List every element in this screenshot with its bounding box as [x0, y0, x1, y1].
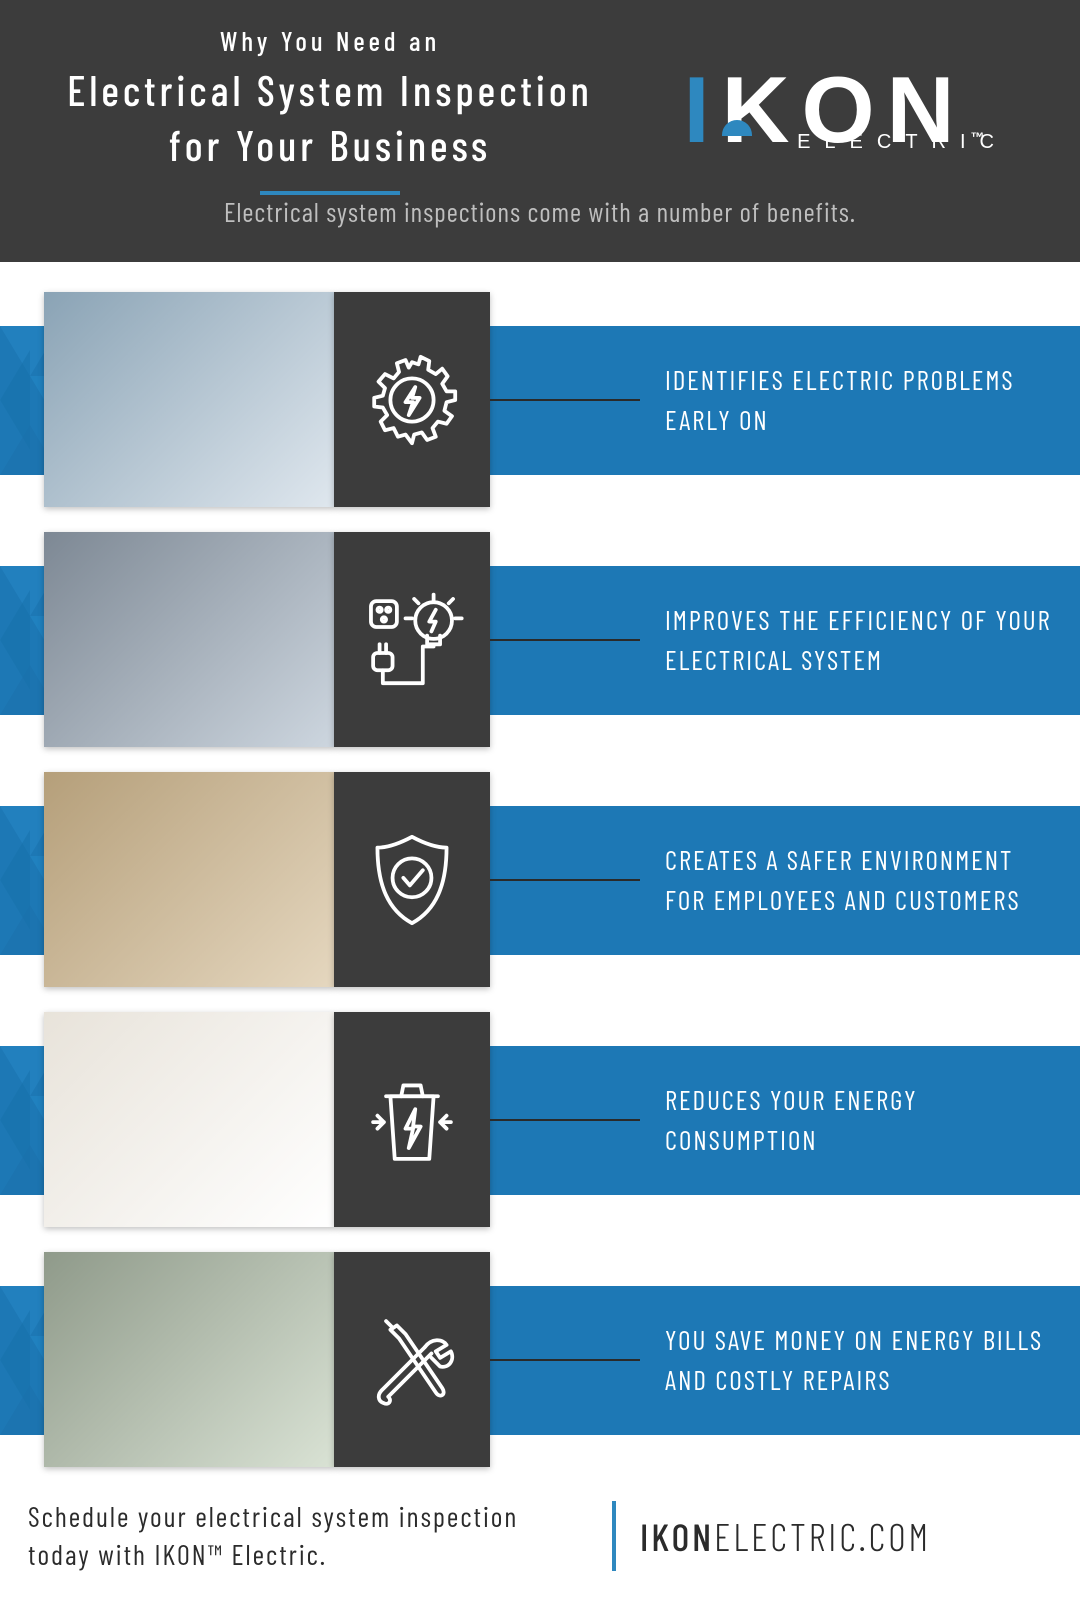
icon-box	[334, 532, 490, 747]
benefit-label: REDUCES YOUR ENERGY CONSUMPTION	[665, 1046, 1055, 1195]
benefit-photo	[44, 292, 334, 507]
footer-divider	[612, 1501, 616, 1571]
benefit-row: IDENTIFIES ELECTRIC PROBLEMS EARLY ON	[0, 292, 1080, 507]
header-top: Why You Need an Electrical System Inspec…	[0, 0, 1080, 200]
connector-line	[490, 1359, 640, 1361]
benefit-text: CREATES A SAFER ENVIRONMENT FOR EMPLOYEE…	[665, 841, 1055, 919]
title-small: Why You Need an	[40, 25, 620, 57]
trash-bolt-icon	[358, 1066, 466, 1174]
benefit-row: YOU SAVE MONEY ON ENERGY BILLS AND COSTL…	[0, 1252, 1080, 1467]
plug-bulb-icon	[358, 586, 466, 694]
benefit-label: CREATES A SAFER ENVIRONMENT FOR EMPLOYEE…	[665, 806, 1055, 955]
benefit-photo	[44, 532, 334, 747]
icon-box	[334, 772, 490, 987]
benefit-photo	[44, 1012, 334, 1227]
benefit-row: CREATES A SAFER ENVIRONMENT FOR EMPLOYEE…	[0, 772, 1080, 987]
tools-icon	[358, 1306, 466, 1414]
subtitle: Electrical system inspections come with …	[0, 196, 1080, 228]
url-rest: ELECTRIC.COM	[714, 1513, 931, 1559]
title-block: Why You Need an Electrical System Inspec…	[40, 25, 620, 194]
benefit-text: IDENTIFIES ELECTRIC PROBLEMS EARLY ON	[665, 361, 1055, 439]
footer: Schedule your electrical system inspecti…	[0, 1492, 1080, 1574]
benefit-photo	[44, 772, 334, 987]
benefit-row: REDUCES YOUR ENERGY CONSUMPTION	[0, 1012, 1080, 1227]
benefit-text: REDUCES YOUR ENERGY CONSUMPTION	[665, 1081, 1055, 1159]
title-underline	[260, 191, 400, 195]
icon-box	[334, 292, 490, 507]
title-large-line1: Electrical System Inspection	[67, 65, 593, 115]
icon-box	[334, 1252, 490, 1467]
benefit-text: YOU SAVE MONEY ON ENERGY BILLS AND COSTL…	[665, 1321, 1055, 1399]
connector-line	[490, 1119, 640, 1121]
benefit-photo	[44, 1252, 334, 1467]
icon-box	[334, 1012, 490, 1227]
gear-bolt-icon	[358, 346, 466, 454]
shield-check-icon	[358, 826, 466, 934]
connector-line	[490, 879, 640, 881]
benefit-label: IDENTIFIES ELECTRIC PROBLEMS EARLY ON	[665, 326, 1055, 475]
benefit-label: IMPROVES THE EFFICIENCY OF YOUR ELECTRIC…	[665, 566, 1055, 715]
footer-url: IKONELECTRIC.COM	[640, 1513, 931, 1559]
title-large: Electrical System Inspection for Your Bu…	[40, 63, 620, 172]
cta-text: Schedule your electrical system inspecti…	[28, 1498, 588, 1574]
connector-line	[490, 399, 640, 401]
benefit-label: YOU SAVE MONEY ON ENERGY BILLS AND COSTL…	[665, 1286, 1055, 1435]
logo-subtext: ELECTRIC	[797, 131, 1008, 154]
benefit-text: IMPROVES THE EFFICIENCY OF YOUR ELECTRIC…	[665, 601, 1055, 679]
benefits-list: IDENTIFIES ELECTRIC PROBLEMS EARLY ON	[0, 262, 1080, 1467]
connector-line	[490, 639, 640, 641]
url-bold: IKON	[640, 1513, 714, 1559]
header: Why You Need an Electrical System Inspec…	[0, 0, 1080, 262]
benefit-row: IMPROVES THE EFFICIENCY OF YOUR ELECTRIC…	[0, 532, 1080, 747]
logo: IKON™ ELECTRIC	[630, 56, 1050, 164]
title-large-line2: for Your Business	[169, 120, 491, 170]
